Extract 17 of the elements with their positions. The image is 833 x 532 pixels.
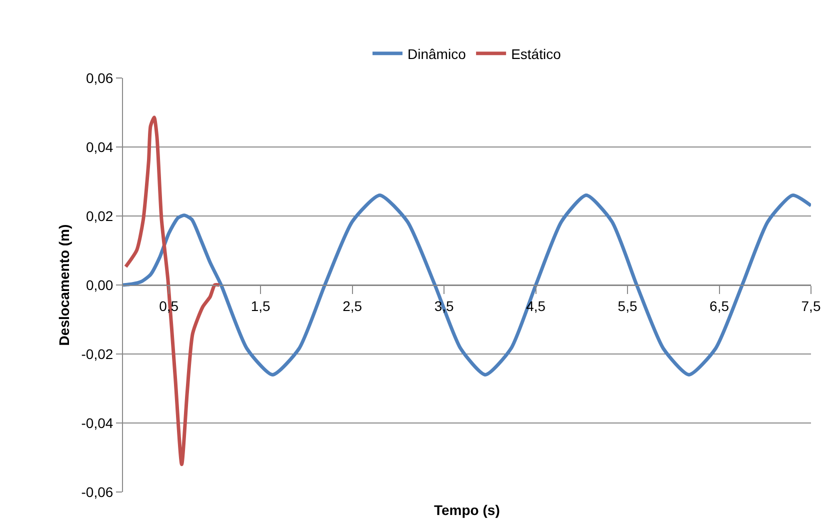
- x-tick-label: 7,5: [801, 298, 821, 314]
- y-tick-label: -0,02: [81, 346, 114, 362]
- x-tick-label: 6,5: [710, 298, 730, 314]
- y-tick-label: -0,04: [81, 414, 114, 431]
- y-tick-label: 0,06: [86, 70, 114, 86]
- line-series: [124, 116, 222, 466]
- y-tick-label: 0,04: [86, 138, 114, 155]
- legend-label: Estático: [511, 46, 562, 62]
- x-axis-title: Tempo (s): [434, 502, 500, 518]
- y-axis-title: Deslocamento (m): [56, 224, 72, 346]
- x-tick-label: 1,5: [250, 298, 271, 314]
- x-tick-label: 5,5: [618, 298, 638, 314]
- y-tick-label: -0,06: [81, 484, 114, 500]
- x-tick-label: 2,5: [342, 298, 362, 314]
- y-tick-label: 0,02: [86, 208, 114, 224]
- y-tick-label: 0,00: [86, 276, 114, 293]
- legend-label: Dinâmico: [408, 46, 466, 62]
